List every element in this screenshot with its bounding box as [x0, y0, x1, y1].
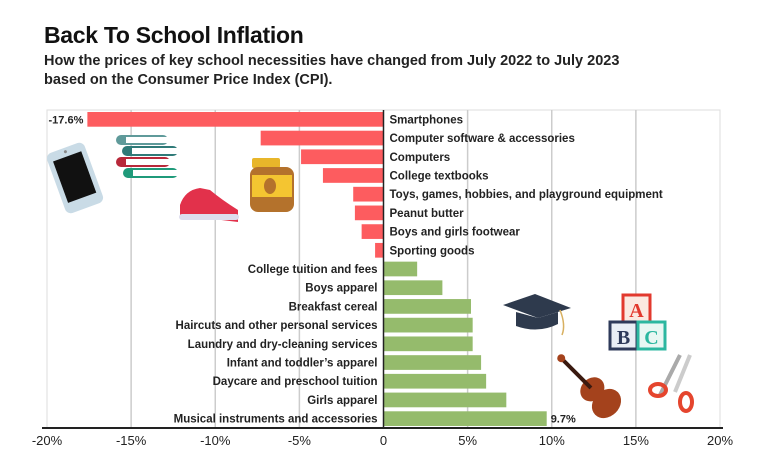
category-label: College textbooks	[390, 170, 489, 182]
bar	[383, 336, 473, 352]
category-label: Peanut butter	[390, 208, 465, 220]
graduation-cap-icon	[503, 294, 571, 336]
bar	[87, 112, 384, 127]
category-label: Musical instruments and accessories	[174, 414, 378, 426]
bar	[322, 168, 384, 183]
bar	[383, 261, 418, 277]
svg-text:B: B	[617, 327, 630, 349]
bar	[383, 373, 487, 389]
books-icon	[116, 135, 178, 178]
svg-text:A: A	[629, 300, 644, 322]
data-label: -17.6%	[49, 114, 84, 126]
chart-title: Back To School Inflation	[44, 22, 304, 48]
category-label: Sporting goods	[390, 245, 475, 257]
sneaker-icon	[179, 188, 239, 222]
bar	[375, 242, 384, 258]
x-tick-label: 15%	[623, 433, 649, 448]
x-tick-label: 5%	[458, 433, 477, 448]
category-label: Daycare and preschool tuition	[213, 376, 378, 388]
bar	[361, 224, 384, 239]
bar	[260, 130, 384, 146]
scissors-icon	[648, 354, 694, 413]
bar	[353, 186, 384, 202]
x-tick-label: 10%	[539, 433, 565, 448]
peanut-butter-jar-icon	[250, 158, 294, 212]
x-tick-label: -10%	[200, 433, 231, 448]
category-label: Breakfast cereal	[289, 301, 378, 313]
category-label: Smartphones	[390, 114, 464, 126]
bar	[383, 411, 547, 426]
x-tick-label: -20%	[32, 433, 63, 448]
category-label: Toys, games, hobbies, and playground equ…	[390, 189, 663, 201]
bar	[301, 149, 384, 165]
category-label: College tuition and fees	[248, 264, 378, 276]
abc-blocks-icon: A B C	[608, 293, 667, 351]
bar	[383, 280, 443, 296]
smartphone-icon	[46, 142, 104, 214]
violin-icon	[557, 354, 622, 419]
category-label: Girls apparel	[307, 395, 377, 407]
category-label: Computers	[390, 152, 451, 164]
category-label: Boys and girls footwear	[390, 227, 521, 239]
svg-text:C: C	[644, 327, 658, 349]
category-label: Infant and toddler’s apparel	[227, 358, 378, 370]
category-label: Haircuts and other personal services	[176, 320, 378, 332]
category-label: Computer software & accessories	[390, 133, 575, 145]
bar	[383, 355, 482, 370]
x-tick-label: 0	[380, 433, 387, 448]
data-label: 9.7%	[551, 414, 576, 426]
bar	[383, 299, 471, 314]
chart-subtitle: How the prices of key school necessities…	[44, 53, 620, 88]
x-tick-label: -15%	[116, 433, 147, 448]
x-tick-label: 20%	[707, 433, 733, 448]
category-label: Boys apparel	[305, 283, 377, 295]
category-label: Laundry and dry-cleaning services	[188, 339, 378, 351]
bar	[383, 392, 507, 408]
bar	[354, 205, 384, 221]
x-tick-label: -5%	[288, 433, 312, 448]
bar	[383, 317, 473, 333]
